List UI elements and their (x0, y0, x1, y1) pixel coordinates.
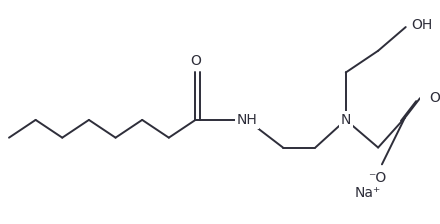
Text: O: O (429, 91, 440, 105)
Text: N: N (341, 113, 351, 127)
Text: OH: OH (411, 18, 433, 32)
Text: Na⁺: Na⁺ (355, 186, 381, 200)
Text: ⁻O: ⁻O (368, 171, 386, 185)
Text: O: O (190, 54, 201, 68)
Text: NH: NH (236, 113, 257, 127)
